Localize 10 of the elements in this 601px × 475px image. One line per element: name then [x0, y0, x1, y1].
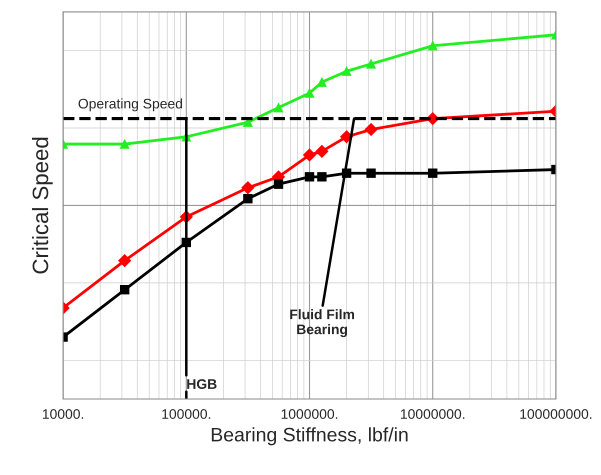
x-tick-label: 10000.	[42, 409, 84, 419]
x-tick-label: 100000000.	[520, 409, 592, 419]
x-axis-title: Bearing Stiffness, lbf/in	[212, 427, 408, 446]
y-axis-title: Critical Speed	[32, 138, 53, 274]
annotation: Fluid Film Bearing	[290, 309, 354, 338]
x-tick-label: 1000000.	[282, 409, 338, 419]
ref-line-label: Operating Speed	[78, 98, 182, 112]
x-tick-label: 100000.	[162, 409, 210, 419]
annotation: HGB	[187, 379, 217, 389]
x-tick-label: 10000000.	[400, 409, 464, 419]
